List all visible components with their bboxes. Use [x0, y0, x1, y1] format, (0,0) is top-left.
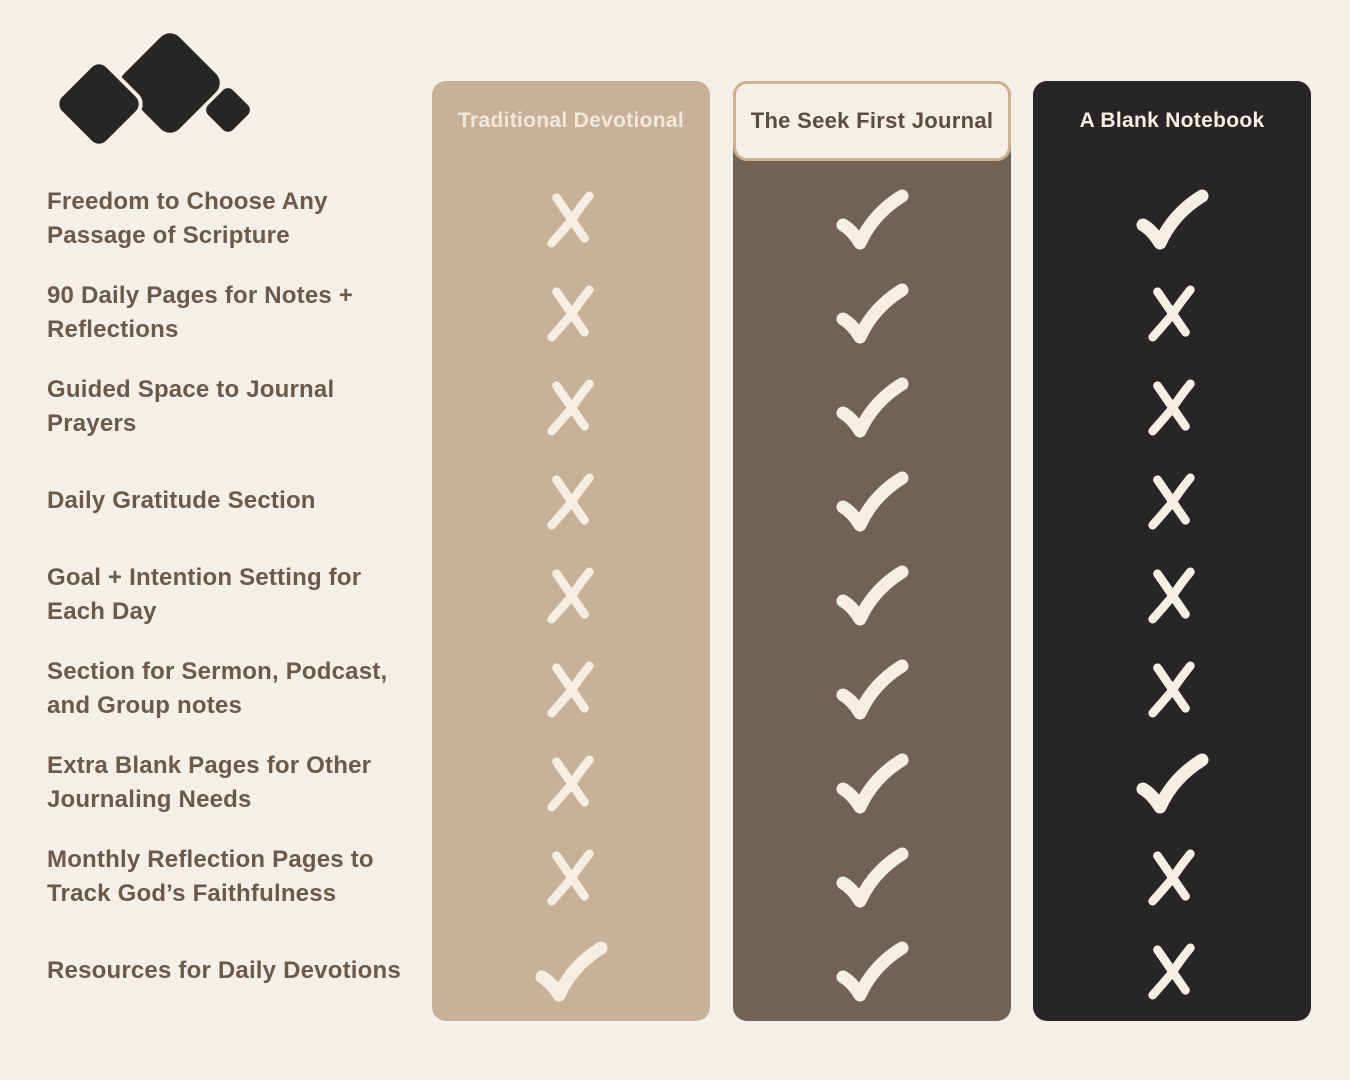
check-mark-icon — [733, 454, 1011, 548]
check-mark-icon — [733, 548, 1011, 642]
marks-column-blank-notebook — [1033, 172, 1311, 1018]
column-header-traditional-devotional: Traditional Devotional — [432, 81, 710, 161]
x-mark-icon — [432, 642, 710, 736]
check-mark-icon — [733, 736, 1011, 830]
x-mark-icon — [1033, 454, 1311, 548]
column-header-label: Traditional Devotional — [458, 109, 684, 132]
x-mark-icon — [1033, 830, 1311, 924]
feature-label: Goal + Intention Setting for Each Day — [47, 564, 362, 625]
check-mark-icon — [1033, 172, 1311, 266]
three-diamonds-logo-icon — [55, 33, 254, 148]
x-mark-icon — [432, 360, 710, 454]
column-traditional-devotional: Traditional Devotional — [432, 81, 710, 1021]
x-mark-icon — [1033, 548, 1311, 642]
x-mark-icon — [432, 830, 710, 924]
x-mark-icon — [432, 266, 710, 360]
x-mark-icon — [1033, 266, 1311, 360]
check-mark-icon — [733, 830, 1011, 924]
feature-label: Freedom to Choose Any Passage of Scriptu… — [47, 188, 328, 249]
x-mark-icon — [432, 548, 710, 642]
x-mark-icon — [1033, 924, 1311, 1018]
column-blank-notebook: A Blank Notebook — [1033, 81, 1311, 1021]
check-mark-icon — [733, 266, 1011, 360]
check-mark-icon — [1033, 736, 1311, 830]
feature-label: Guided Space to Journal Prayers — [47, 376, 335, 437]
column-header-label: The Seek First Journal — [750, 108, 994, 133]
x-mark-icon — [432, 736, 710, 830]
x-mark-icon — [1033, 642, 1311, 736]
x-mark-icon — [432, 172, 710, 266]
column-header-seek-first-journal: The Seek First Journal — [733, 81, 1011, 161]
check-mark-icon — [432, 924, 710, 1018]
check-mark-icon — [733, 642, 1011, 736]
marks-column-traditional-devotional — [432, 172, 710, 1018]
check-mark-icon — [733, 360, 1011, 454]
feature-label: 90 Daily Pages for Notes + Reflections — [47, 282, 353, 343]
feature-label: Section for Sermon, Podcast, and Group n… — [47, 658, 388, 719]
feature-label: Resources for Daily Devotions — [47, 957, 401, 984]
feature-label: Monthly Reflection Pages to Track God’s … — [47, 846, 374, 907]
column-header-blank-notebook: A Blank Notebook — [1033, 81, 1311, 161]
feature-label: Extra Blank Pages for Other Journaling N… — [47, 752, 372, 813]
feature-list: Freedom to Choose Any Passage of Scriptu… — [47, 172, 425, 1018]
column-seek-first-journal: The Seek First Journal — [733, 81, 1011, 1021]
check-mark-icon — [733, 172, 1011, 266]
x-mark-icon — [1033, 360, 1311, 454]
check-mark-icon — [733, 924, 1011, 1018]
feature-label: Daily Gratitude Section — [47, 487, 316, 514]
column-header-label: A Blank Notebook — [1079, 109, 1265, 132]
x-mark-icon — [432, 454, 710, 548]
marks-column-seek-first-journal — [733, 172, 1011, 1018]
